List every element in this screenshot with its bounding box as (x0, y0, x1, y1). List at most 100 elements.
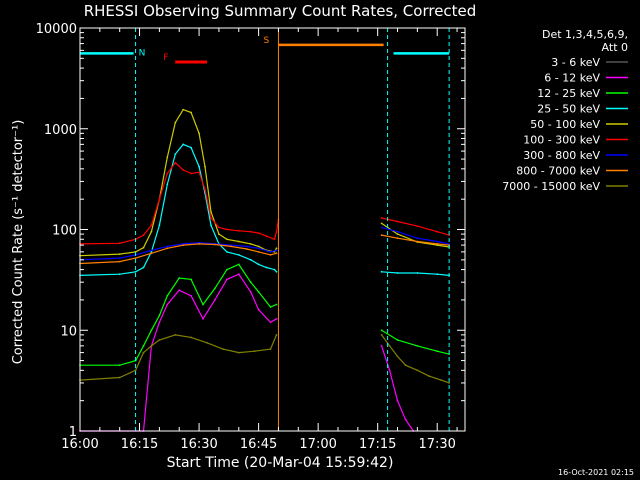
data-point-3-0-6 (166, 183, 169, 186)
data-point-6-0-3 (150, 249, 153, 252)
legend-label-8: 7000 - 15000 keV (502, 180, 600, 193)
data-point-8-0-3 (142, 351, 145, 354)
data-point-1-1-0 (380, 345, 383, 347)
data-point-3-0-2 (134, 270, 137, 273)
data-point-3-0-20 (275, 270, 278, 273)
data-point-8-0-13 (275, 334, 278, 336)
data-point-3-0-14 (226, 251, 228, 253)
y-tick-label-0: 1 (69, 425, 77, 440)
data-point-2-1-0 (380, 329, 383, 332)
data-point-6-0-9 (245, 245, 248, 248)
data-point-4-1-0 (380, 222, 383, 225)
series-4 (79, 108, 450, 257)
data-point-1-0-4 (166, 303, 169, 306)
y-tick-label-3: 1000 (44, 123, 77, 138)
data-point-2-0-13 (249, 281, 252, 284)
data-point-1-0-6 (190, 294, 193, 297)
data-point-2-1-1 (396, 339, 399, 341)
data-point-4-0-17 (257, 245, 260, 248)
series-1 (79, 273, 415, 432)
data-point-6-0-12 (275, 249, 278, 252)
data-point-7-0-9 (245, 248, 248, 250)
data-point-0-0-3 (154, 369, 157, 372)
data-point-2-0-9 (202, 303, 204, 306)
data-point-3-0-3 (142, 266, 145, 269)
data-point-2-0-12 (237, 263, 240, 266)
data-point-6-0-1 (118, 257, 121, 259)
series-line-4-1 (381, 222, 450, 248)
data-point-5-0-1 (118, 242, 121, 245)
data-point-7-0-12 (275, 252, 278, 255)
data-point-2-0-15 (269, 306, 272, 308)
series-line-5-0 (79, 161, 280, 245)
data-point-8-1-3 (404, 364, 407, 367)
plot-frame (79, 27, 466, 432)
data-point-1-0-13 (269, 321, 272, 324)
data-point-5-0-13 (218, 226, 220, 229)
x-tick-label-5: 17:15 (359, 437, 396, 452)
y-tick-label-4: 10000 (36, 22, 77, 37)
series-8 (79, 334, 450, 384)
data-point-3-1-2 (416, 272, 419, 274)
data-point-1-0-5 (178, 289, 181, 292)
data-point-4-0-3 (142, 246, 145, 249)
data-point-7-0-7 (214, 243, 216, 246)
data-point-6-0-10 (257, 247, 260, 250)
data-point-8-0-11 (253, 350, 256, 353)
y-axis-label: Corrected Count Rate (s⁻¹ detector⁻¹) (11, 120, 26, 365)
annotation-label-saa: S (263, 36, 269, 46)
data-point-3-0-5 (158, 224, 161, 227)
data-point-5-0-7 (174, 161, 177, 164)
data-point-4-0-12 (210, 210, 212, 213)
series-line-0-0 (80, 254, 277, 432)
series-7 (79, 234, 450, 265)
data-point-4-0-15 (237, 240, 240, 243)
data-point-4-0-9 (190, 111, 193, 114)
data-point-5-0-8 (182, 169, 185, 171)
series-5 (79, 161, 450, 245)
data-point-5-0-12 (210, 217, 212, 219)
legend-label-6: 300 - 800 keV (523, 149, 600, 162)
data-point-3-0-19 (273, 268, 276, 271)
footer-date: 16-Oct-2021 02:15 (558, 468, 634, 477)
data-point-1-1-1 (388, 369, 391, 372)
data-point-1-0-12 (257, 308, 260, 311)
y-tick-label-2: 100 (52, 224, 77, 239)
data-point-3-0-16 (249, 258, 252, 261)
data-point-4-0-1 (118, 253, 121, 256)
series-0 (79, 254, 419, 432)
x-tick-label-1: 16:15 (121, 437, 158, 452)
data-point-0-0-2 (146, 409, 149, 412)
legend-label-5: 100 - 300 keV (523, 134, 600, 147)
data-point-5-0-17 (257, 232, 260, 235)
data-point-0-0-12 (257, 294, 260, 297)
data-point-5-0-10 (198, 171, 201, 174)
data-point-8-0-1 (118, 376, 121, 379)
data-point-2-0-3 (142, 345, 145, 347)
data-point-7-1-2 (416, 240, 419, 243)
data-point-5-0-3 (142, 234, 145, 237)
data-point-4-0-16 (249, 243, 252, 245)
data-point-2-1-3 (436, 350, 439, 353)
data-point-4-0-6 (166, 156, 169, 159)
data-point-4-1-1 (396, 233, 399, 236)
legend: Det 1,3,4,5,6,9,Att 03 - 6 keV 6 - 12 keV… (502, 28, 628, 193)
legend-label-3: 25 - 50 keV (537, 103, 600, 116)
legend-header-1: Att 0 (602, 41, 628, 54)
data-point-2-0-7 (178, 277, 181, 279)
x-tick-label-6: 17:30 (418, 437, 455, 452)
data-point-3-0-9 (190, 146, 193, 149)
data-point-0-0-5 (178, 294, 181, 297)
data-point-7-0-11 (269, 254, 272, 256)
annotation-layer: N F S (79, 28, 450, 431)
data-point-2-0-1 (118, 364, 121, 367)
legend-label-2: 12 - 25 keV (537, 87, 600, 100)
data-point-0-0-6 (190, 303, 193, 306)
data-point-3-0-8 (182, 143, 185, 146)
data-point-5-0-20 (275, 230, 278, 233)
data-point-4-0-7 (174, 121, 177, 124)
data-point-8-0-10 (237, 351, 240, 354)
data-point-8-0-2 (134, 369, 137, 372)
data-point-4-0-11 (204, 165, 206, 168)
